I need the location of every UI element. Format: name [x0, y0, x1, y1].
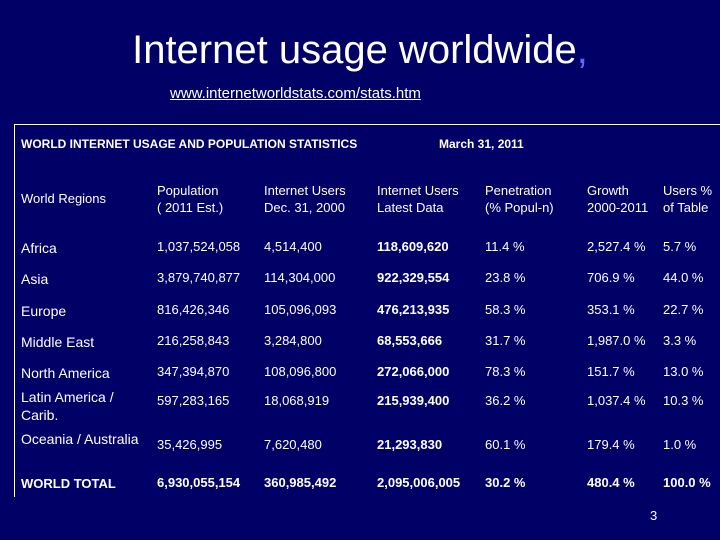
column-header: World Regions	[21, 190, 106, 207]
column-header: Penetration (% Popul-n)	[485, 182, 554, 216]
table-cell: 118,609,620	[377, 239, 449, 254]
table-cell: 7,620,480	[264, 437, 322, 452]
column-header-line: Growth	[587, 183, 629, 198]
table-cell: 30.2 %	[485, 475, 526, 490]
region-label: Africa	[21, 240, 57, 256]
region-label: Oceania / Australia	[21, 431, 139, 447]
table-cell: 114,304,000	[264, 270, 336, 285]
table-cell: 347,394,870	[157, 364, 230, 379]
region-label: WORLD TOTAL	[21, 476, 116, 491]
table-cell: 3,284,800	[264, 333, 322, 348]
column-header: Users % of Table	[663, 182, 712, 216]
column-header-line: Users %	[663, 183, 713, 198]
stats-table: WORLD INTERNET USAGE AND POPULATION STAT…	[14, 124, 720, 497]
region-label: Middle East	[21, 334, 95, 350]
column-header-line: of Table	[663, 200, 709, 215]
table-cell: 360,985,492	[264, 475, 337, 490]
table-cell: 1,037.4 %	[587, 393, 646, 408]
table-cell: 100.0 %	[663, 475, 711, 490]
table-cell: 1,037,524,058	[157, 239, 241, 254]
column-header-line: Penetration	[485, 183, 552, 198]
table-cell: 60.1 %	[485, 437, 526, 452]
column-header-line: (% Popul-n)	[485, 200, 554, 215]
column-header: Growth 2000-2011	[587, 182, 648, 216]
table-cell: 21,293,830	[377, 437, 443, 452]
table-caption: WORLD INTERNET USAGE AND POPULATION STAT…	[21, 137, 358, 151]
column-header-line: Internet Users	[377, 183, 459, 198]
column-header-line: Dec. 31, 2000	[264, 200, 345, 215]
column-header-line: Population	[157, 183, 219, 198]
table-cell: 476,213,935	[377, 302, 450, 317]
table-cell: 3.3 %	[663, 333, 697, 348]
column-header-line: ( 2011 Est.)	[157, 200, 224, 215]
slide-title: Internet usage worldwide,	[0, 28, 720, 73]
table-cell: 31.7 %	[485, 333, 526, 348]
table-cell: 6,930,055,154	[157, 475, 241, 490]
table-cell: 816,426,346	[157, 302, 230, 317]
table-cell: 1.0 %	[663, 437, 697, 452]
slide-title-text: Internet usage worldwide	[132, 28, 577, 72]
table-cell: 68,553,666	[377, 333, 443, 348]
table-cell: 44.0 %	[663, 270, 704, 285]
region-label: Europe	[21, 303, 67, 319]
table-cell: 78.3 %	[485, 364, 526, 379]
table-cell: 706.9 %	[587, 270, 635, 285]
table-cell: 597,283,165	[157, 393, 230, 408]
region-label: Latin America / Carib.	[21, 389, 114, 423]
table-cell: 179.4 %	[587, 437, 635, 452]
table-cell: 36.2 %	[485, 393, 526, 408]
column-header-line: Internet Users	[264, 183, 346, 198]
column-header: Internet Users Latest Data	[377, 182, 459, 216]
table-cell: 35,426,995	[157, 437, 223, 452]
column-header-line: 2000-2011	[587, 200, 649, 215]
slide-title-comma: ,	[576, 28, 588, 72]
table-cell: 18,068,919	[264, 393, 330, 408]
table-cell: 58.3 %	[485, 302, 526, 317]
column-header: Internet Users Dec. 31, 2000	[264, 182, 346, 216]
table-cell: 216,258,843	[157, 333, 230, 348]
column-header: Population ( 2011 Est.)	[157, 182, 223, 216]
region-label: Asia	[21, 271, 49, 287]
table-cell: 23.8 %	[485, 270, 526, 285]
source-link[interactable]: www.internetworldstats.com/stats.htm	[170, 85, 421, 102]
table-cell: 5.7 %	[663, 239, 697, 254]
table-cell: 22.7 %	[663, 302, 704, 317]
table-cell: 108,096,800	[264, 364, 337, 379]
table-cell: 105,096,093	[264, 302, 337, 317]
table-cell: 3,879,740,877	[157, 270, 241, 285]
table-cell: 922,329,554	[377, 270, 450, 285]
table-cell: 215,939,400	[377, 393, 450, 408]
table-cell: 13.0 %	[663, 364, 704, 379]
region-label: North America	[21, 365, 110, 381]
column-header-line: Latest Data	[377, 200, 444, 215]
page-number: 3	[650, 508, 658, 523]
column-header-line: World Regions	[21, 191, 107, 206]
table-cell: 11.4 %	[485, 239, 525, 254]
table-cell: 151.7 %	[587, 364, 635, 379]
table-cell: 272,066,000	[377, 364, 450, 379]
table-cell: 480.4 %	[587, 475, 635, 490]
table-cell: 1,987.0 %	[587, 333, 646, 348]
table-cell: 4,514,400	[264, 239, 322, 254]
table-cell: 353.1 %	[587, 302, 635, 317]
table-date: March 31, 2011	[439, 137, 524, 151]
table-cell: 2,095,006,005	[377, 475, 461, 490]
table-cell: 2,527.4 %	[587, 239, 646, 254]
table-cell: 10.3 %	[663, 393, 704, 408]
